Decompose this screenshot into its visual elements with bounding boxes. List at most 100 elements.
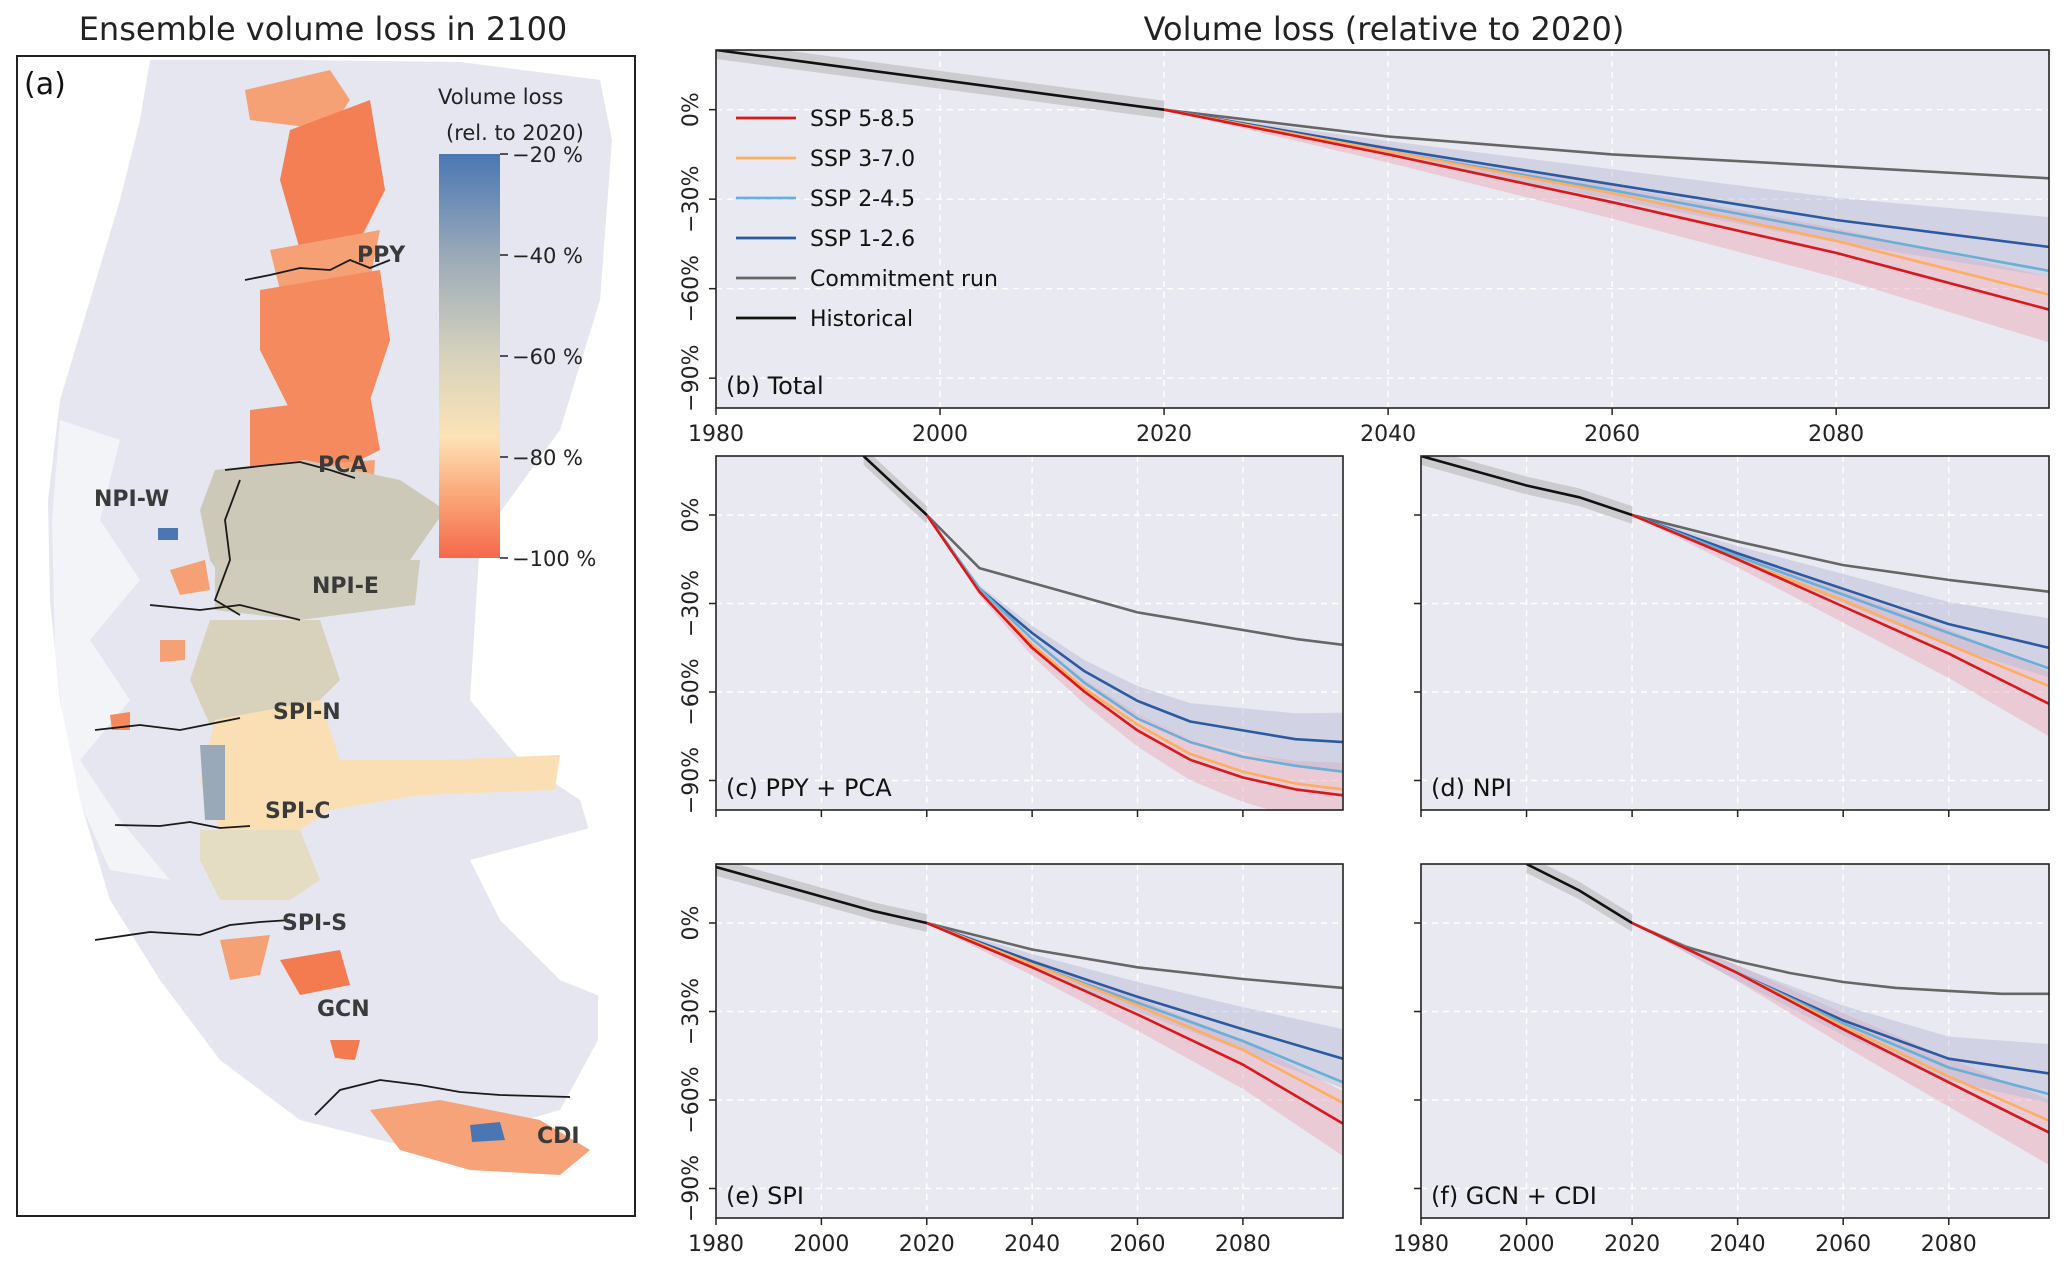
- colorbar-tick-label: −80 %: [512, 446, 583, 470]
- x-tick-label: 2020: [1604, 1232, 1660, 1257]
- series-line-commitment-run: [1631, 513, 2049, 593]
- right-title: Volume loss (relative to 2020): [1144, 10, 1625, 48]
- series-line-ssp-2-4-5: [925, 514, 1343, 773]
- region-label-gcn: GCN: [317, 997, 370, 1022]
- chart-panel: 1980 2000 2020 2040 2060 2080 0% −30% −60% −90% (b…: [679, 49, 2050, 447]
- region-boundaries: [94, 259, 571, 1116]
- panel-label: (c) PPY + PCA: [726, 774, 892, 802]
- region-gcn-fill: [220, 935, 270, 980]
- region-ppy-fill: [245, 70, 350, 130]
- region-npi-fill: [215, 560, 420, 620]
- y-tick-label: 0%: [679, 498, 704, 533]
- x-tick-label: 2080: [1215, 1232, 1271, 1257]
- legend-label: SSP 2-4.5: [810, 187, 915, 212]
- region-label-spi-c: SPI-C: [265, 799, 330, 824]
- region-spi-c-fill: [200, 745, 225, 820]
- y-tick-label: −60%: [679, 1066, 704, 1133]
- boundary-ppy-pca: [244, 259, 391, 281]
- plot-content: [1525, 864, 2049, 1165]
- series-line-ssp-5-8-5: [1631, 921, 2049, 1134]
- band-ssp126: [926, 515, 1343, 772]
- x-tick-label: 2080: [1808, 422, 1864, 447]
- series-line-ssp-3-7-0: [926, 921, 1343, 1105]
- band-historical: [863, 456, 927, 524]
- map-title: Ensemble volume loss in 2100: [79, 10, 568, 48]
- region-label-spi-n: SPI-N: [273, 700, 341, 725]
- y-tick-label: −90%: [679, 1155, 704, 1222]
- colorbar-ticks: −20 % −40 % −60 % −80 % −100 %: [500, 143, 596, 571]
- region-label-spi-s: SPI-S: [282, 911, 347, 936]
- series-line-historical: [716, 50, 1165, 111]
- x-tick-label: 2040: [1004, 1232, 1060, 1257]
- legend: SSP 5-8.5 SSP 3-7.0 SSP 2-4.5 SSP 1-2.6 Comm…: [736, 107, 998, 332]
- y-tick-label: −30%: [679, 165, 704, 232]
- plot-content: [1421, 456, 2049, 737]
- series-line-ssp-1-2-6: [1163, 108, 2049, 249]
- colorbar-tick-label: −100 %: [512, 547, 596, 571]
- series-line-historical: [862, 456, 928, 516]
- boundary-spic-spis: [114, 821, 251, 829]
- series-line-historical: [716, 865, 928, 925]
- y-tick-label: −60%: [679, 255, 704, 322]
- region-label-pca: PCA: [318, 453, 367, 478]
- x-tick-label: 2000: [912, 422, 968, 447]
- series-line-ssp-1-2-6: [925, 514, 1343, 744]
- band-historical: [1421, 456, 1633, 524]
- series-line-ssp-5-8-5: [925, 514, 1343, 797]
- plot-content: [716, 50, 2049, 343]
- y-tick-label: −90%: [679, 344, 704, 411]
- plot-frame: [1420, 455, 2050, 811]
- x-tick-label: 2060: [1584, 422, 1640, 447]
- series-line-historical: [1525, 864, 1633, 925]
- y-tick-label: 0%: [679, 906, 704, 941]
- x-tick-label: 2000: [793, 1232, 849, 1257]
- legend-label: Historical: [810, 307, 913, 332]
- legend-label: SSP 3-7.0: [810, 147, 915, 172]
- panel-label: (f) GCN + CDI: [1431, 1182, 1597, 1210]
- region-label-npi-w: NPI-W: [94, 487, 169, 512]
- region-gcn-fill: [280, 950, 350, 995]
- y-tick-label: −90%: [679, 747, 704, 814]
- plot-content: [862, 456, 1343, 810]
- region-gcn-fill: [330, 1040, 360, 1060]
- x-tick-label: 2020: [899, 1232, 955, 1257]
- series-line-commitment-run: [1163, 108, 2049, 180]
- plot-frame: [715, 863, 1344, 1219]
- x-tick-label: 2080: [1921, 1232, 1977, 1257]
- legend-label: SSP 1-2.6: [810, 227, 915, 252]
- band-historical: [1526, 864, 1633, 932]
- series-line-ssp-1-2-6: [1631, 513, 2049, 650]
- legend-label: SSP 5-8.5: [810, 107, 915, 132]
- y-tick-label: −30%: [679, 978, 704, 1045]
- x-tick-label: 2020: [1136, 422, 1192, 447]
- region-ppy-fill: [280, 100, 385, 250]
- colorbar-tick-label: −20 %: [512, 143, 583, 167]
- region-label-npi-e: NPI-E: [312, 574, 379, 599]
- plot-frame: [715, 455, 1344, 811]
- x-tick-label: 2060: [1815, 1232, 1871, 1257]
- plot-content: [716, 864, 1343, 1156]
- band-historical: [716, 50, 1165, 119]
- map-panel: PPY PCA NPI-W NPI-E SPI-N SPI-C SPI-S GC…: [16, 55, 636, 1217]
- region-label-cdi: CDI: [537, 1124, 580, 1149]
- region-pca-fill: [250, 395, 380, 470]
- series-line-commitment-run: [925, 514, 1343, 647]
- x-tick-label: 1980: [688, 422, 744, 447]
- x-tick-label: 2060: [1110, 1232, 1166, 1257]
- chart-panel: 0% −30% −60% −90% (c) PPY + PCA: [679, 455, 1344, 817]
- y-tick-label: 0%: [679, 92, 704, 127]
- series-line-commitment-run: [926, 921, 1343, 990]
- x-tick-label: 2040: [1710, 1232, 1766, 1257]
- colorbar-title-line1: Volume loss: [438, 85, 563, 109]
- region-npiw-fill: [158, 528, 178, 540]
- region-ppy-fill: [260, 270, 390, 410]
- region-spi-n-fill: [190, 620, 340, 725]
- chart-panel: 1980 2000 2020 2040 2060 2080 0% −30% −60% −90% (e…: [679, 863, 1344, 1257]
- region-label-ppy: PPY: [357, 243, 406, 268]
- x-tick-label: 1980: [1393, 1232, 1449, 1257]
- chart-panel: (d) NPI: [1414, 455, 2050, 817]
- boundary-spis-gcn: [94, 919, 291, 941]
- series-line-ssp-2-4-5: [1631, 513, 2049, 670]
- series-line-ssp-3-7-0: [1163, 108, 2049, 296]
